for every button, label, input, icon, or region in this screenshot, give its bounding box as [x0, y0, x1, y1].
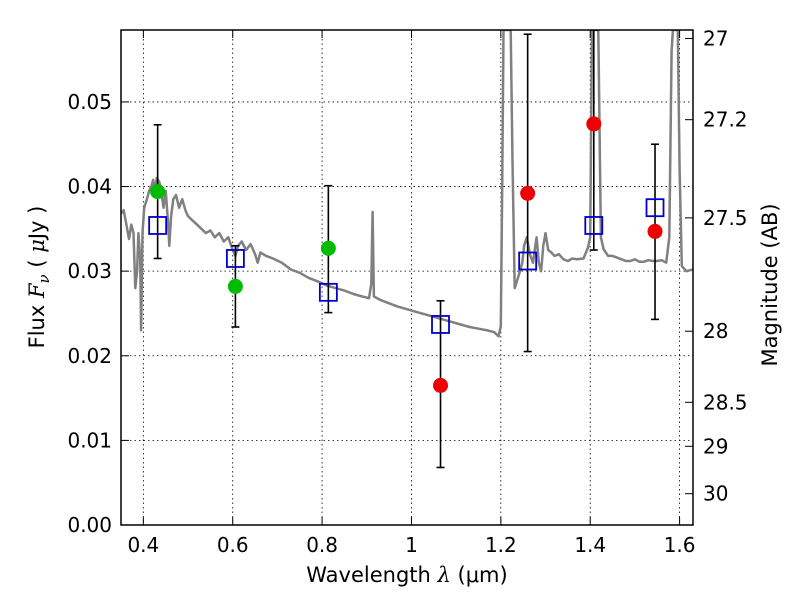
y-tick-label: 0.00 [67, 513, 112, 537]
y2-tick-label: 27.5 [703, 206, 748, 230]
y-tick-label: 0.01 [67, 428, 112, 452]
y-tick-label: 0.03 [67, 259, 112, 283]
model-photometry-point [584, 216, 604, 235]
observed-green-point [150, 184, 166, 200]
observed-red-point [586, 116, 602, 132]
x-tick-label: 0.6 [217, 533, 249, 557]
observed-green-point [227, 278, 243, 294]
x-axis-label: Wavelength λ (μm) [306, 563, 507, 587]
x-tick-label: 0.8 [306, 533, 338, 557]
model-photometry-point [518, 251, 538, 271]
y-tick-label: 0.05 [67, 90, 112, 114]
x-tick-label: 1 [405, 533, 418, 557]
y2-tick-label: 29 [703, 434, 728, 458]
y2-tick-label: 30 [703, 482, 728, 506]
observed-red-point [520, 185, 536, 201]
x-tick-label: 1.6 [664, 533, 696, 557]
model-photometry-point [225, 249, 245, 268]
marker-layer [148, 116, 665, 393]
observed-red-point [433, 377, 449, 393]
observed-green-point [320, 240, 336, 256]
model-photometry-point [318, 282, 338, 302]
y2-axis-label: Magnitude (AB) [758, 203, 782, 366]
y2-tick-label: 27 [703, 26, 728, 50]
model-photometry-point [148, 216, 168, 235]
plot-frame [120, 29, 694, 526]
y2-tick-label: 28 [703, 319, 728, 343]
x-tick-label: 1.4 [574, 533, 606, 557]
spectrum-layer [121, 30, 693, 338]
sed-model-line [121, 30, 693, 338]
x-tick-label: 1.2 [485, 533, 517, 557]
y2-tick-label: 27.2 [703, 108, 748, 132]
y-tick-label: 0.04 [67, 175, 112, 199]
model-photometry-point [645, 198, 665, 218]
x-tick-label: 0.4 [127, 533, 159, 557]
y-axis-label: Flux Fν ( μJy ) [25, 206, 53, 349]
ticks: 0.4 0.6 0.8 1 1.2 1.4 1.6 0.00 0.01 0.02 0.03 0.04 0… [67, 26, 747, 557]
model-photometry-point [431, 315, 450, 334]
y2-tick-label: 28.5 [703, 390, 748, 414]
observed-red-point [647, 223, 663, 239]
y-tick-label: 0.02 [67, 344, 112, 368]
